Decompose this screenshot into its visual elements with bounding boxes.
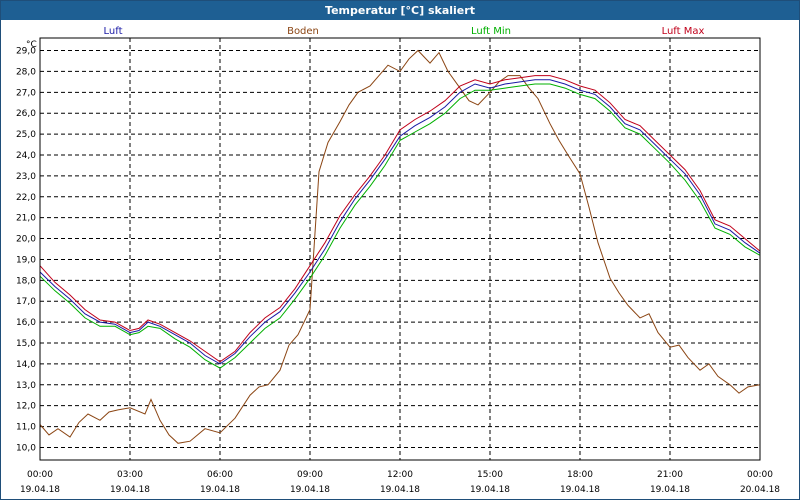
x-tick-date: 19.04.18 [290, 485, 330, 495]
legend-luft-min: Luft Min [471, 26, 511, 37]
y-tick-label: 16,0 [16, 318, 36, 328]
x-tick-date: 19.04.18 [110, 485, 150, 495]
y-tick-label: 21,0 [16, 214, 36, 224]
y-tick-label: 13,0 [16, 381, 36, 391]
y-tick-label: 26,0 [16, 109, 36, 119]
x-tick-date: 19.04.18 [560, 485, 600, 495]
x-tick-time: 12:00 [387, 470, 413, 480]
x-tick-date: 19.04.18 [200, 485, 240, 495]
x-tick-date: 19.04.18 [380, 485, 420, 495]
legend-boden: Boden [287, 26, 319, 37]
series-line-luft [39, 79, 761, 365]
x-tick-date: 19.04.18 [650, 485, 690, 495]
legend-luft: Luft [104, 26, 123, 37]
y-tick-label: 18,0 [16, 276, 36, 286]
y-tick-label: 12,0 [16, 402, 36, 412]
chart-title: Temperatur [°C] skaliert [1, 1, 799, 20]
x-tick-time: 21:00 [657, 470, 683, 480]
series-layer [39, 49, 761, 444]
x-tick-date: 19.04.18 [470, 485, 510, 495]
y-tick-label: 10,0 [16, 443, 36, 453]
y-axis-ticks: 10,0 11,0 12,0 13,0 14,0 15,0 16,0 17,0 18,0 19,0… [16, 47, 36, 454]
y-tick-label: 23,0 [16, 172, 36, 182]
series-line-boden [39, 49, 761, 444]
y-tick-label: 20,0 [16, 235, 36, 245]
y-tick-label: 15,0 [16, 339, 36, 349]
grid [40, 38, 760, 460]
y-tick-label: 27,0 [16, 88, 36, 98]
y-tick-label: 17,0 [16, 297, 36, 307]
y-tick-label: 29,0 [16, 47, 36, 57]
x-axis-ticks: 00:00 19.04.18 03:00 19.04.18 06:00 19.04.18 0… [20, 470, 780, 495]
y-tick-label: 11,0 [16, 423, 36, 433]
y-tick-label: 14,0 [16, 360, 36, 370]
x-tick-date: 20.04.18 [740, 485, 780, 495]
y-tick-label: 22,0 [16, 193, 36, 203]
y-tick-label: 28,0 [16, 67, 36, 77]
y-tick-label: 25,0 [16, 130, 36, 140]
legend-luft-max: Luft Max [662, 26, 705, 37]
y-tick-label: 24,0 [16, 151, 36, 161]
series-line-luft-max [39, 75, 761, 363]
legend: Luft Boden Luft Min Luft Max [104, 26, 705, 37]
x-tick-time: 00:00 [27, 470, 53, 480]
y-axis-unit-label: °C [26, 40, 37, 50]
x-tick-time: 18:00 [567, 470, 593, 480]
plot-area [39, 37, 761, 461]
x-tick-time: 09:00 [297, 470, 323, 480]
x-tick-time: 15:00 [477, 470, 503, 480]
y-tick-label: 19,0 [16, 255, 36, 265]
series-line-luft-min [39, 83, 761, 369]
x-tick-time: 00:00 [747, 470, 773, 480]
x-tick-date: 19.04.18 [20, 485, 60, 495]
x-tick-time: 06:00 [207, 470, 233, 480]
x-tick-time: 03:00 [117, 470, 143, 480]
